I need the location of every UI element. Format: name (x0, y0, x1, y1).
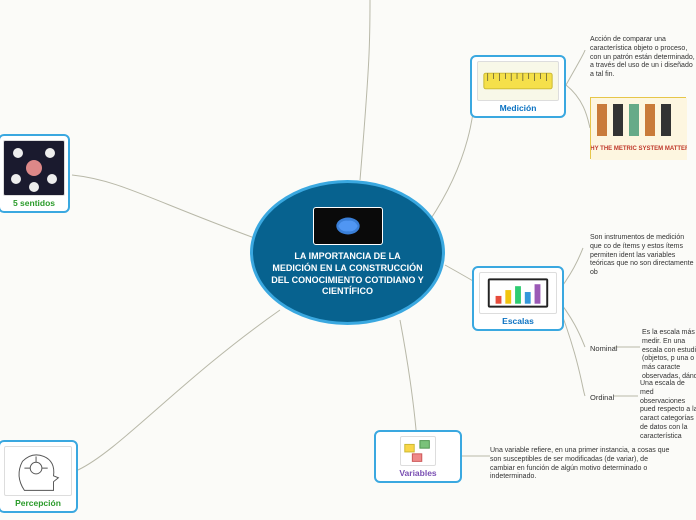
desc-nominal: Es la escala más e medir. En una escala … (642, 329, 696, 382)
sublabel-ordinal: Ordinal (590, 393, 614, 402)
central-node[interactable]: LA IMPORTANCIA DE LA MEDICIÓN EN LA CONS… (250, 180, 445, 325)
chart-icon (479, 272, 557, 314)
svg-text:WHY THE METRIC SYSTEM MATTERS: WHY THE METRIC SYSTEM MATTERS (591, 146, 687, 152)
var-icon (400, 436, 436, 466)
node-sentidos[interactable]: 5 sentidos (0, 134, 70, 213)
central-title: LA IMPORTANCIA DE LA MEDICIÓN EN LA CONS… (271, 251, 424, 298)
node-sentidos-label: 5 sentidos (13, 198, 55, 208)
node-percepcion-label: Percepción (15, 498, 61, 508)
node-medicion-label: Medición (500, 103, 537, 113)
desc-variables: Una variable refiere, en una primer inst… (490, 447, 670, 482)
brain-icon (313, 207, 383, 245)
senses-icon (3, 140, 65, 196)
desc-escalas: Son instrumentos de medición que co de í… (590, 234, 696, 278)
tape-icon (477, 61, 559, 101)
metric-system-image: WHY THE METRIC SYSTEM MATTERS (590, 97, 686, 159)
node-medicion[interactable]: Medición (470, 55, 566, 118)
head-icon (4, 446, 72, 496)
desc-ordinal: Una escala de med observaciones pued res… (640, 380, 696, 441)
node-escalas[interactable]: Escalas (472, 266, 564, 331)
node-variables-label: Variables (399, 468, 436, 478)
desc-medicion: Acción de comparar una característica ob… (590, 36, 696, 80)
sublabel-nominal: Nominal (590, 344, 618, 353)
node-escalas-label: Escalas (502, 316, 534, 326)
node-variables[interactable]: Variables (374, 430, 462, 483)
node-percepcion[interactable]: Percepción (0, 440, 78, 513)
